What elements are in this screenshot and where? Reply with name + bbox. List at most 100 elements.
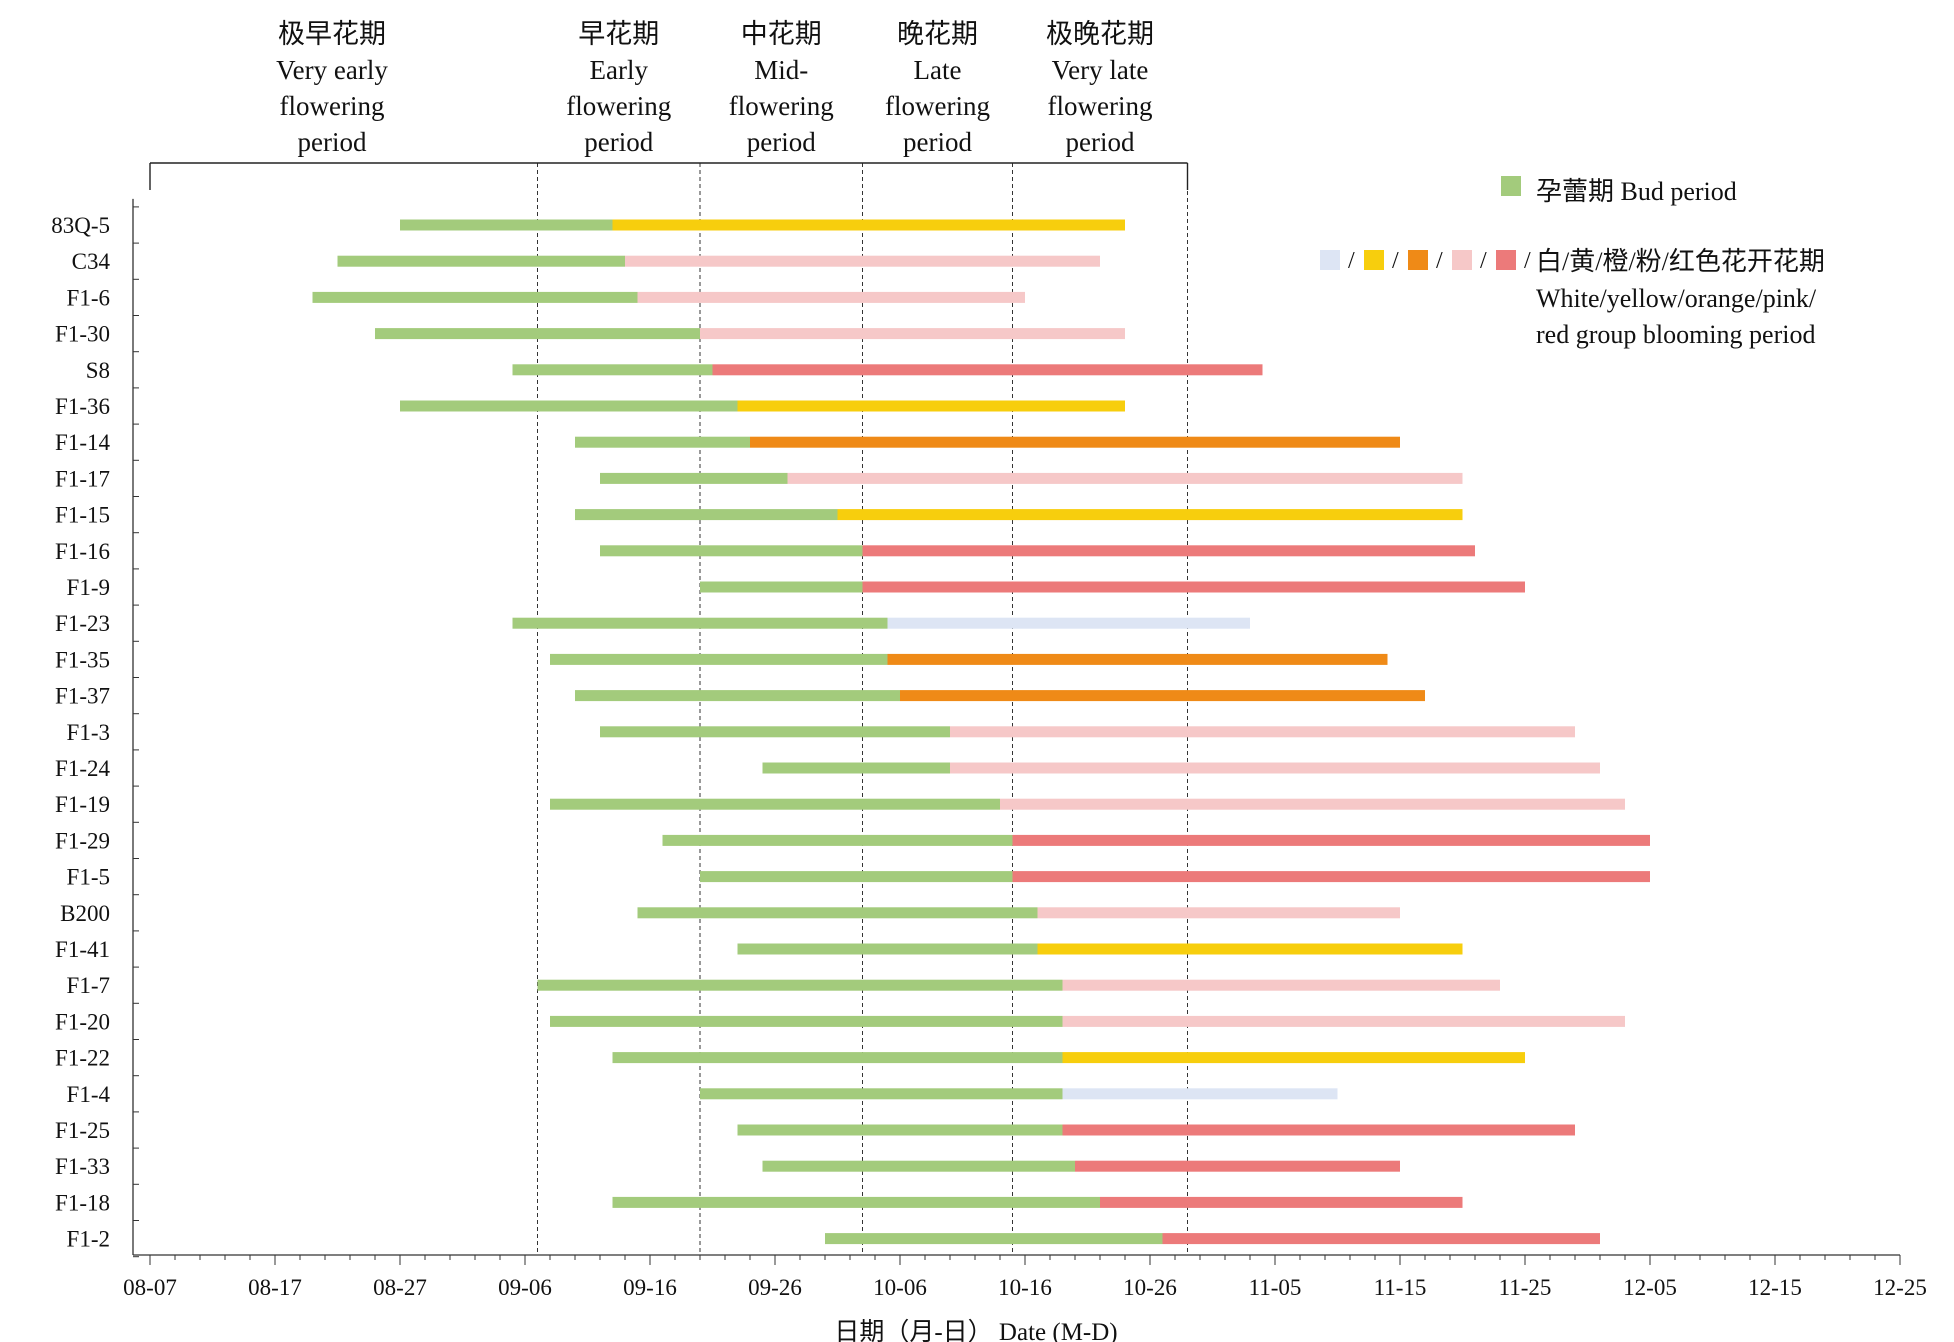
bloom-bar <box>1062 979 1500 991</box>
bud-bar <box>312 291 638 303</box>
row-label: F1-29 <box>55 828 110 853</box>
x-tick-label: 09-16 <box>623 1275 677 1300</box>
x-tick-label: 11-05 <box>1249 1275 1302 1300</box>
row-label: F1-7 <box>67 973 110 998</box>
bloom-bar <box>950 726 1575 738</box>
bud-bar <box>550 653 888 665</box>
legend-separator: / <box>1524 248 1531 274</box>
legend-pink-swatch <box>1452 250 1472 270</box>
bud-bar <box>700 1088 1063 1100</box>
bloom-bar <box>837 509 1463 521</box>
bud-bar <box>600 472 788 484</box>
legend-separator: / <box>1436 248 1443 274</box>
bud-bar <box>575 509 838 521</box>
row-label: F1-30 <box>55 322 110 347</box>
row-label: 83Q-5 <box>51 213 110 238</box>
period-label: Very late <box>1052 55 1149 85</box>
row-label: B200 <box>60 901 110 926</box>
bud-bar <box>662 834 1013 846</box>
row-label: F1-25 <box>55 1118 110 1143</box>
x-tick-label: 11-15 <box>1374 1275 1427 1300</box>
period-label: 晚花期 <box>897 19 978 49</box>
legend-orange-swatch <box>1408 250 1428 270</box>
period-label: flowering <box>566 91 671 121</box>
row-label: F1-20 <box>55 1009 110 1034</box>
bloom-bar <box>787 472 1463 484</box>
bloom-bar <box>700 328 1125 340</box>
row-label: F1-16 <box>55 539 110 564</box>
row-label: F1-24 <box>55 756 110 781</box>
row-label: C34 <box>72 249 111 274</box>
bloom-bar <box>887 617 1250 629</box>
row-label: F1-23 <box>55 611 110 636</box>
bud-bar <box>575 690 900 702</box>
bloom-bar <box>1100 1196 1463 1208</box>
period-label: Late <box>914 55 962 85</box>
bud-bar <box>550 798 1000 810</box>
x-tick-label: 11-25 <box>1499 1275 1552 1300</box>
row-label: F1-22 <box>55 1046 110 1071</box>
x-tick-label: 12-05 <box>1623 1275 1677 1300</box>
bud-bar <box>600 726 950 738</box>
bud-bar <box>825 1233 1163 1245</box>
bud-bar <box>575 436 750 448</box>
period-label: period <box>903 127 972 157</box>
bloom-bar <box>750 436 1400 448</box>
bars: 83Q-5 C34 F1-6 F1-30 S8 F1-36 F1-14 F1-17 F1-15 F… <box>51 213 1650 1252</box>
period-label: period <box>298 127 367 157</box>
row-label: F1-15 <box>55 503 110 528</box>
bud-bar <box>537 979 1063 991</box>
period-label: period <box>584 127 653 157</box>
legend: 孕蕾期 Bud period// / / / 白/黄/橙/粉/红色花开花期White/y… <box>1320 176 1825 349</box>
bud-bar <box>400 400 738 412</box>
bud-bar <box>375 328 700 340</box>
period-label: Early <box>590 55 649 85</box>
x-tick-label: 10-16 <box>998 1275 1052 1300</box>
legend-bud-swatch <box>1501 176 1521 196</box>
bloom-bar <box>1037 943 1463 955</box>
legend-bloom-label-en-2: red group blooming period <box>1536 320 1815 349</box>
row-label: F1-17 <box>55 466 110 491</box>
period-label: 中花期 <box>741 19 822 49</box>
x-tick-label: 10-26 <box>1123 1275 1177 1300</box>
legend-white-swatch <box>1320 250 1340 270</box>
bloom-bar <box>1012 834 1650 846</box>
bloom-bar <box>1037 907 1400 919</box>
bloom-bar <box>1062 1088 1338 1100</box>
bloom-bar <box>1062 1124 1575 1136</box>
period-label: flowering <box>280 91 385 121</box>
legend-bloom-label-en-1: White/yellow/orange/pink/ <box>1536 284 1817 313</box>
x-tick-label: 12-15 <box>1748 1275 1802 1300</box>
bloom-bar <box>712 364 1263 376</box>
row-label: F1-6 <box>67 285 110 310</box>
x-tick-label: 09-26 <box>748 1275 802 1300</box>
bloom-bar <box>612 219 1125 231</box>
period-brackets: 极早花期 Very early flowering period 早花期 Early flo… <box>149 19 1189 1255</box>
bud-bar <box>762 762 950 774</box>
bloom-bar <box>862 581 1525 593</box>
row-label: F1-9 <box>67 575 110 600</box>
row-label: F1-37 <box>55 684 110 709</box>
legend-bud-label: 孕蕾期 Bud period <box>1536 177 1737 206</box>
row-label: F1-18 <box>55 1190 110 1215</box>
bloom-bar <box>900 690 1425 702</box>
legend-yellow-swatch <box>1364 250 1384 270</box>
bloom-bar <box>1012 871 1650 883</box>
row-label: F1-14 <box>55 430 110 455</box>
period-label: period <box>1066 127 1135 157</box>
bud-bar <box>400 219 613 231</box>
bud-bar <box>700 871 1013 883</box>
bud-bar <box>512 617 888 629</box>
row-label: F1-19 <box>55 792 110 817</box>
legend-separator: / <box>1480 248 1487 274</box>
bloom-bar <box>1000 798 1625 810</box>
bloom-bar <box>1075 1160 1400 1172</box>
bud-bar <box>337 255 625 267</box>
x-tick-label: 08-27 <box>373 1275 427 1300</box>
bloom-bar <box>1062 1015 1625 1027</box>
bud-bar <box>762 1160 1075 1172</box>
bud-bar <box>700 581 863 593</box>
bud-bar <box>737 943 1038 955</box>
period-label: flowering <box>1048 91 1153 121</box>
bud-bar <box>512 364 713 376</box>
